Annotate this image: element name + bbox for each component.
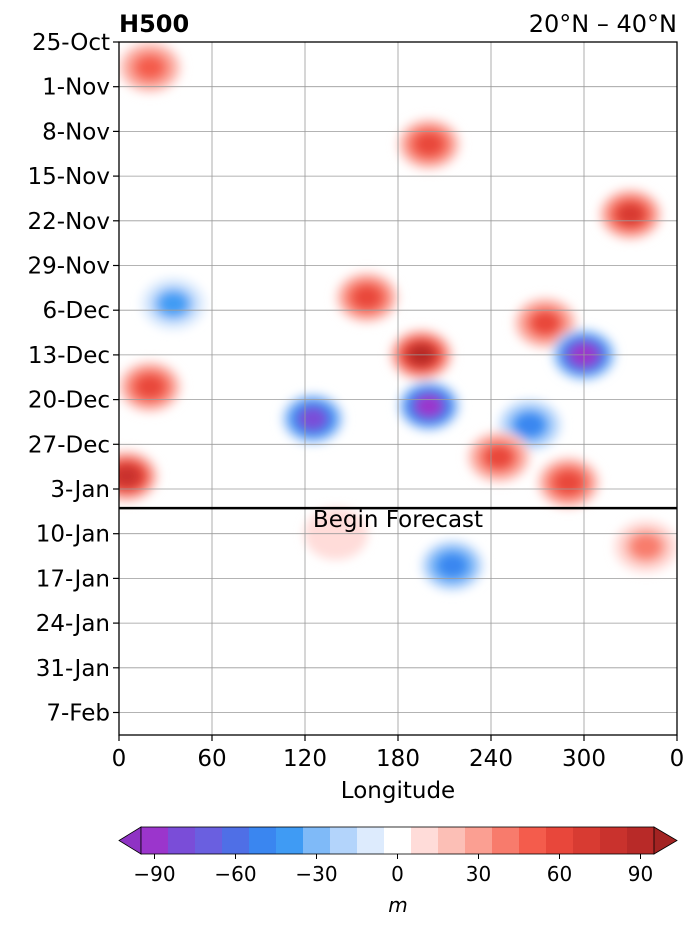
x-tick-label: 120 [283, 746, 327, 772]
begin-forecast-label: Begin Forecast [313, 507, 483, 533]
y-tick-label: 7-Feb [46, 701, 110, 727]
y-tick-label: 13-Dec [28, 343, 110, 369]
anomaly-contour [416, 396, 442, 416]
colorbar-segment [222, 827, 250, 854]
colorbar-segment [168, 827, 196, 854]
x-tick-label: 0 [112, 746, 127, 772]
x-tick-label: 300 [562, 746, 606, 772]
colorbar-segment [546, 827, 574, 854]
anomaly-blob [397, 380, 461, 432]
colorbar-segment [276, 827, 304, 854]
y-tick-label: 31-Jan [36, 656, 110, 682]
colorbar-tick-label: 30 [466, 862, 491, 886]
colorbar-segment [384, 827, 412, 854]
chart-title-left: H500 [119, 10, 189, 38]
anomaly-blob [119, 42, 182, 94]
colorbar-segment [141, 827, 169, 854]
y-tick-label: 15-Nov [28, 164, 110, 190]
anomaly-contour [438, 554, 466, 577]
y-axis: 25-Oct 1-Nov 8-Nov 15-Nov 22-Nov 29-Nov 6-Dec 1… [28, 30, 119, 727]
anomaly-blob [141, 277, 206, 330]
anomaly-contour [631, 534, 661, 559]
x-tick-label: 240 [469, 746, 513, 772]
anomaly-blob [466, 431, 531, 484]
chart-title-right: 20°N – 40°N [529, 10, 677, 38]
x-axis: 0 60 120 180 240 300 0 [112, 735, 685, 772]
x-tick-label: 60 [197, 746, 226, 772]
y-tick-label: 25-Oct [32, 30, 110, 56]
colorbar-extend-max [653, 826, 678, 855]
y-tick-label: 6-Dec [43, 298, 110, 324]
anomaly-contour [300, 408, 326, 429]
anomaly-blob [280, 392, 345, 445]
anomaly-blob [420, 539, 485, 592]
colorbar-segment [357, 827, 385, 854]
y-tick-label: 29-Nov [28, 254, 110, 280]
colorbar-tick-label: −60 [214, 862, 256, 886]
colorbar-segment [195, 827, 223, 854]
colorbar-segment [573, 827, 601, 854]
colorbar-tick-label: −30 [295, 862, 337, 886]
anomaly-blob [614, 520, 677, 573]
colorbar: −90 −60 −30 0 30 60 90 [118, 826, 678, 886]
x-axis-label: Longitude [341, 778, 455, 804]
colorbar-tick-label: −90 [133, 862, 175, 886]
anomaly-contour [555, 472, 582, 494]
y-tick-label: 22-Nov [28, 209, 110, 235]
colorbar-tick-label: 0 [391, 862, 404, 886]
y-tick-label: 24-Jan [36, 611, 110, 637]
anomaly-blob [598, 188, 663, 241]
anomaly-contour [516, 414, 544, 437]
anomaly-blob [119, 360, 182, 413]
colorbar-segment [627, 827, 655, 854]
anomaly-contour [485, 446, 512, 468]
y-tick-label: 20-Dec [28, 388, 110, 414]
anomaly-contour [136, 56, 164, 79]
colorbar-segment [249, 827, 277, 854]
colorbar-tick-label: 90 [628, 862, 653, 886]
y-tick-label: 17-Jan [36, 566, 110, 592]
grid-lines [119, 42, 677, 735]
anomaly-contour [119, 466, 140, 487]
anomaly-blob [335, 271, 399, 324]
anomaly-contour [353, 286, 381, 308]
colorbar-segment [330, 827, 358, 854]
x-tick-label: 180 [376, 746, 420, 772]
x-tick-label: 0 [670, 746, 685, 772]
colorbar-segment [519, 827, 547, 854]
y-tick-label: 8-Nov [42, 119, 110, 145]
colorbar-tick-label: 60 [547, 862, 572, 886]
y-tick-label: 10-Jan [36, 522, 110, 548]
colorbar-segment [600, 827, 628, 854]
anomaly-blob [536, 456, 601, 509]
anomaly-contour [158, 292, 188, 316]
plot-area [119, 42, 677, 735]
colorbar-label: m [388, 893, 407, 917]
anomaly-contour [617, 204, 644, 225]
y-tick-label: 3-Jan [50, 477, 110, 503]
colorbar-extend-min [118, 826, 142, 855]
y-tick-label: 27-Dec [28, 432, 110, 458]
anomaly-contour [532, 312, 559, 334]
y-tick-label: 1-Nov [42, 75, 110, 101]
anomaly-contour [136, 376, 164, 398]
colorbar-segment [438, 827, 466, 854]
anomaly-blob [397, 118, 461, 171]
colorbar-segment [492, 827, 520, 854]
colorbar-segment [465, 827, 493, 854]
colorbar-segment [411, 827, 439, 854]
colorbar-segment [303, 827, 331, 854]
anomaly-contour [415, 133, 443, 155]
